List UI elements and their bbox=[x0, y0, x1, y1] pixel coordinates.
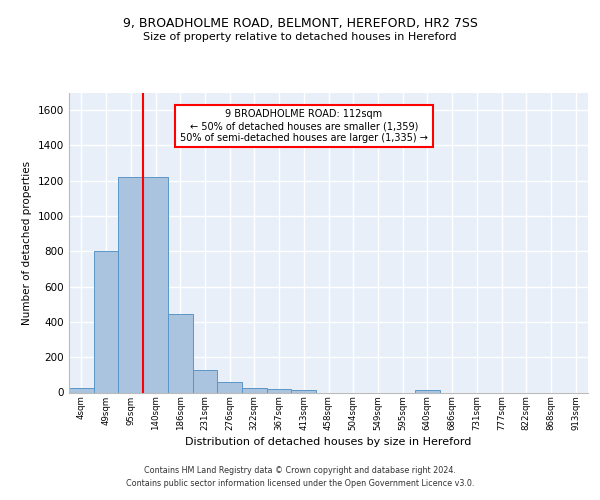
Bar bbox=[217, 382, 242, 392]
Bar bbox=[118, 177, 143, 392]
Bar bbox=[267, 390, 292, 392]
Bar bbox=[143, 177, 168, 392]
Bar bbox=[292, 390, 316, 392]
Y-axis label: Number of detached properties: Number of detached properties bbox=[22, 160, 32, 324]
Bar bbox=[193, 370, 217, 392]
Text: Contains HM Land Registry data © Crown copyright and database right 2024.
Contai: Contains HM Land Registry data © Crown c… bbox=[126, 466, 474, 487]
Bar bbox=[242, 388, 267, 392]
Bar bbox=[415, 390, 440, 392]
Text: 9 BROADHOLME ROAD: 112sqm
← 50% of detached houses are smaller (1,359)
50% of se: 9 BROADHOLME ROAD: 112sqm ← 50% of detac… bbox=[180, 110, 428, 142]
Text: Size of property relative to detached houses in Hereford: Size of property relative to detached ho… bbox=[143, 32, 457, 42]
Bar bbox=[69, 388, 94, 392]
Text: 9, BROADHOLME ROAD, BELMONT, HEREFORD, HR2 7SS: 9, BROADHOLME ROAD, BELMONT, HEREFORD, H… bbox=[122, 18, 478, 30]
X-axis label: Distribution of detached houses by size in Hereford: Distribution of detached houses by size … bbox=[185, 437, 472, 447]
Bar bbox=[168, 314, 193, 392]
Bar bbox=[94, 252, 118, 392]
